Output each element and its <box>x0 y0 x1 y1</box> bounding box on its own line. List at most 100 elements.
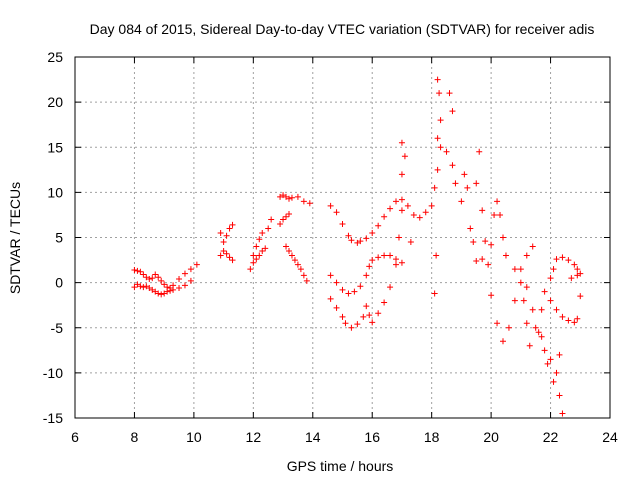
data-point <box>494 320 501 327</box>
data-point <box>565 317 572 324</box>
data-point <box>404 202 411 209</box>
data-point <box>339 313 346 320</box>
data-point <box>494 198 501 205</box>
y-tick-label: 20 <box>47 94 63 110</box>
data-point <box>348 324 355 331</box>
data-point <box>449 108 456 115</box>
data-point <box>294 193 301 200</box>
data-point <box>488 292 495 299</box>
data-point <box>523 252 530 259</box>
x-tick-label: 8 <box>131 429 139 445</box>
data-point <box>502 252 509 259</box>
data-point <box>155 290 162 297</box>
data-point <box>520 297 527 304</box>
data-point <box>434 76 441 83</box>
data-point <box>505 324 512 331</box>
data-point <box>265 225 272 232</box>
x-tick-label: 12 <box>246 429 262 445</box>
data-point <box>547 275 554 282</box>
data-point <box>449 162 456 169</box>
data-point <box>398 207 405 214</box>
data-point <box>401 153 408 160</box>
y-axis-label: SDTVAR / TECUs <box>7 182 23 294</box>
tick-labels: 6 8 10 12 14 16 18 20 22 24 -15 -10 -5 0 5 10 15 20 25 <box>43 49 618 445</box>
data-point <box>488 241 495 248</box>
data-point <box>181 270 188 277</box>
data-point <box>262 245 269 252</box>
data-point <box>131 284 138 291</box>
data-point <box>286 211 292 218</box>
data-point <box>398 171 405 178</box>
data-point <box>137 268 144 275</box>
data-point <box>333 304 340 311</box>
data-point <box>428 202 435 209</box>
data-point <box>559 313 566 320</box>
data-point <box>327 202 334 209</box>
data-point <box>297 266 304 273</box>
data-point <box>574 315 581 322</box>
data-point <box>369 319 376 326</box>
data-point <box>137 283 144 290</box>
data-point <box>431 184 438 191</box>
data-point <box>467 225 474 232</box>
data-point <box>393 256 399 263</box>
data-point <box>226 225 233 232</box>
data-point <box>547 297 554 304</box>
data-point <box>473 257 480 264</box>
data-point <box>366 263 373 270</box>
data-point <box>565 257 572 264</box>
data-point <box>547 356 554 363</box>
data-point <box>226 254 233 261</box>
data-point <box>422 209 429 216</box>
data-point <box>277 220 284 227</box>
data-point <box>523 320 530 327</box>
data-point <box>434 166 441 173</box>
data-point <box>556 351 563 358</box>
data-point <box>553 256 560 263</box>
data-point <box>333 279 340 286</box>
data-point <box>256 236 263 243</box>
data-point <box>291 257 298 264</box>
data-point <box>574 266 581 273</box>
data-points <box>131 76 584 417</box>
data-point <box>568 275 575 282</box>
data-point <box>544 360 551 367</box>
data-point <box>283 243 290 250</box>
y-tick-label: 15 <box>47 139 63 155</box>
data-point <box>387 205 394 212</box>
data-point <box>470 239 477 246</box>
data-point <box>541 288 548 295</box>
data-point <box>247 266 254 273</box>
data-point <box>286 248 292 255</box>
data-point <box>229 221 236 228</box>
data-point <box>306 200 313 207</box>
data-point <box>363 235 370 242</box>
data-point <box>461 171 468 178</box>
data-point <box>250 252 257 259</box>
data-point <box>577 270 584 277</box>
data-point <box>491 211 498 218</box>
data-point <box>375 310 382 317</box>
data-point <box>381 213 388 220</box>
data-point <box>193 261 200 268</box>
data-point <box>571 261 578 268</box>
data-point <box>363 272 370 279</box>
data-point <box>181 282 188 289</box>
data-point <box>327 272 334 279</box>
data-point <box>217 229 224 236</box>
data-point <box>348 237 355 244</box>
data-point <box>140 284 147 291</box>
y-tick-label: 0 <box>55 275 63 291</box>
data-point <box>436 90 443 97</box>
data-point <box>187 266 194 273</box>
data-point <box>176 276 183 283</box>
data-point <box>220 248 227 255</box>
data-point <box>381 299 388 306</box>
data-point <box>170 286 177 293</box>
data-point <box>532 324 539 331</box>
axis-ticks <box>74 56 611 419</box>
data-point <box>535 329 542 336</box>
data-point <box>256 252 263 259</box>
data-point <box>283 213 290 220</box>
x-tick-label: 18 <box>424 429 440 445</box>
